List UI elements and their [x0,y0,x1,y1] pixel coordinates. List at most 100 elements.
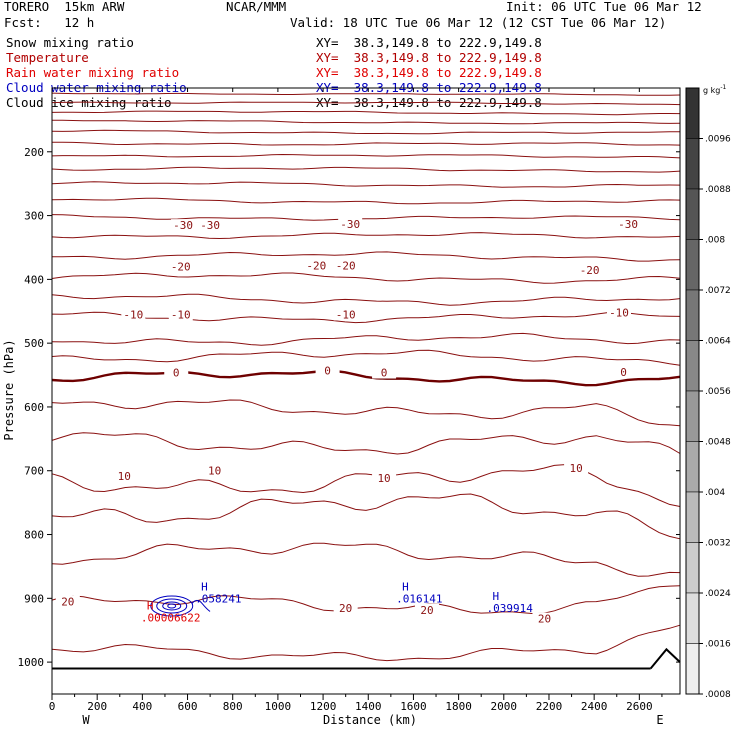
temperature-isoline [51,214,681,221]
x-tick-label: 800 [223,700,243,713]
cloud-water-contours [150,595,211,617]
temperature-isoline [51,293,681,306]
temperature-isoline [51,624,681,662]
contour-label-bg [304,259,329,272]
field-xy-temperature: XY= 38.3,149.8 to 222.9,149.8 [316,50,542,65]
temperature-isoline [51,493,681,540]
temperature-isoline [51,119,681,125]
forecast-hour: Fcst: 12 h [4,15,95,30]
colorbar-segment [685,491,700,543]
maximum-marker: H [147,599,154,612]
temperature-isoline [51,141,681,146]
contour-label-bg [414,603,439,616]
colorbar-tick-label: .008 [705,236,725,246]
cloud-water-contour [150,595,194,617]
colorbar-segment [685,441,700,493]
colorbar-segment [685,289,700,341]
contour-label-bg [577,263,602,276]
colorbar-tick-label: .0032 [705,539,731,549]
terrain [649,647,681,670]
contour-label-bg [611,365,636,378]
contour-label: -30 [200,219,220,232]
colorbar-tick-label: .0008 [705,690,731,700]
colorbar-unit: g kg-1 [703,84,727,95]
contour-label: -10 [609,307,629,320]
chart-header: TORERO 15km ARW NCAR/MMM Init: 06 UTC Tu… [0,0,740,112]
x-tick-label: 0 [49,700,56,713]
contour-label: 10 [569,462,582,475]
temperature-isoline [51,542,681,577]
colorbar-segment [685,188,700,240]
colorbar-tick-label: .0072 [705,286,731,296]
x-tick-label: 1600 [400,700,427,713]
contour-label: -10 [171,308,191,321]
colorbar-tick-label: .004 [705,488,725,498]
y-tick-label: 800 [24,529,44,542]
colorbar-tick-label: .0024 [705,589,731,599]
x-tick-label: 400 [132,700,152,713]
west-label: W [82,713,90,727]
x-tick-label: 600 [178,700,198,713]
contour-label-bg [372,471,397,484]
contour-label: -10 [336,308,356,321]
contour-label: 10 [118,470,131,483]
contour-label: 10 [377,472,390,485]
contour-label: -20 [336,259,356,272]
colorbar-segment [685,87,700,139]
cloud-water-contour [162,601,182,611]
x-tick-label: 2000 [491,700,518,713]
temperature-isoline [51,432,681,455]
temperature-isoline [51,197,681,205]
contour-label-bg [168,260,193,273]
cloud-water-contour [191,599,211,612]
contour-label-bg [607,306,632,319]
contour-label: -10 [123,308,143,321]
model-title: TORERO 15km ARW [4,0,125,14]
cloud-water-contour [167,603,177,609]
contour-label: 20 [538,613,551,626]
contour-label-bg [338,217,363,230]
contour-label: -30 [340,218,360,231]
temperature-isoline [51,110,681,116]
contour-label: -20 [306,259,326,272]
valid-time: Valid: 18 UTC Tue 06 Mar 12 (12 CST Tue … [290,15,667,30]
contour-label-bg [333,308,358,321]
colorbar-tick-label: .0048 [705,438,731,448]
colorbar-segment [685,592,700,644]
colorbar-tick-label: .0096 [705,135,731,145]
y-tick-label: 200 [24,146,44,159]
colorbar-segment [685,542,700,594]
contour-label: -20 [580,264,600,277]
contour-label: 20 [420,604,433,617]
contour-label-bg [202,464,227,477]
contour-label: 0 [620,366,627,379]
colorbar-tick-label: .0056 [705,387,731,397]
contour-label: 10 [208,465,221,478]
temperature-isoline [51,101,681,106]
maximum-value: .00006622 [141,611,201,624]
colorbar-tick-label: .0088 [705,185,731,195]
temperature-isoline [51,232,681,240]
maximum-marker: H [493,590,500,603]
x-tick-label: 2400 [581,700,608,713]
x-tick-label: 1000 [265,700,292,713]
contour-label-bg [168,308,193,321]
y-tick-label: 1000 [18,656,45,669]
colorbar-segment [685,138,700,190]
temperature-isoline [51,166,681,173]
y-axis-label: Pressure (hPa) [2,339,16,440]
contour-label-bg [616,217,641,230]
colorbar-segment [685,390,700,442]
contour-label: 20 [339,602,352,615]
contour-label-bg [55,595,80,608]
field-label-temperature: Temperature [6,50,89,65]
maximum-value: .016141 [396,592,442,605]
maximum-value: .058241 [195,592,241,605]
contour-label-bg [315,364,340,377]
y-tick-label: 900 [24,592,44,605]
cloud-water-contour [156,598,188,614]
contour-label-bg [532,612,557,625]
temperature-isoline [51,92,681,96]
contour-label: -20 [171,261,191,274]
